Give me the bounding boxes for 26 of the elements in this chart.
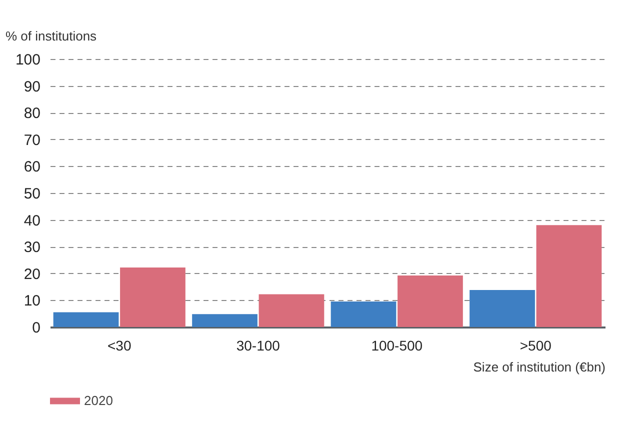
y-tick-label: 100 [15,52,40,68]
y-tick-label: 80 [24,105,40,122]
y-tick-label: 60 [24,158,40,176]
bar [258,294,324,327]
bar [536,225,602,327]
x-axis-title: Size of institution (€bn) [473,360,606,374]
x-tick-label: 100-500 [371,338,423,354]
legend-label: 2020 [84,393,113,408]
bar [470,290,535,327]
y-tick-label: 50 [24,186,40,202]
x-tick-label: 30-100 [236,338,280,354]
y-tick-label: 20 [24,266,40,283]
y-tick-label: 30 [24,239,40,256]
bar [330,302,396,327]
bar [120,268,186,327]
y-tick-label: 70 [24,132,40,149]
bar [192,314,258,327]
x-tick-label: <30 [108,338,132,354]
y-tick-label: 40 [24,212,40,230]
y-tick-label: 90 [24,78,40,96]
bar [398,276,463,327]
x-tick-label: >500 [520,338,552,354]
y-tick-label: 0 [32,320,40,336]
y-axis-title: % of institutions [6,28,98,44]
bar [53,312,119,327]
y-tick-label: 10 [24,292,40,310]
